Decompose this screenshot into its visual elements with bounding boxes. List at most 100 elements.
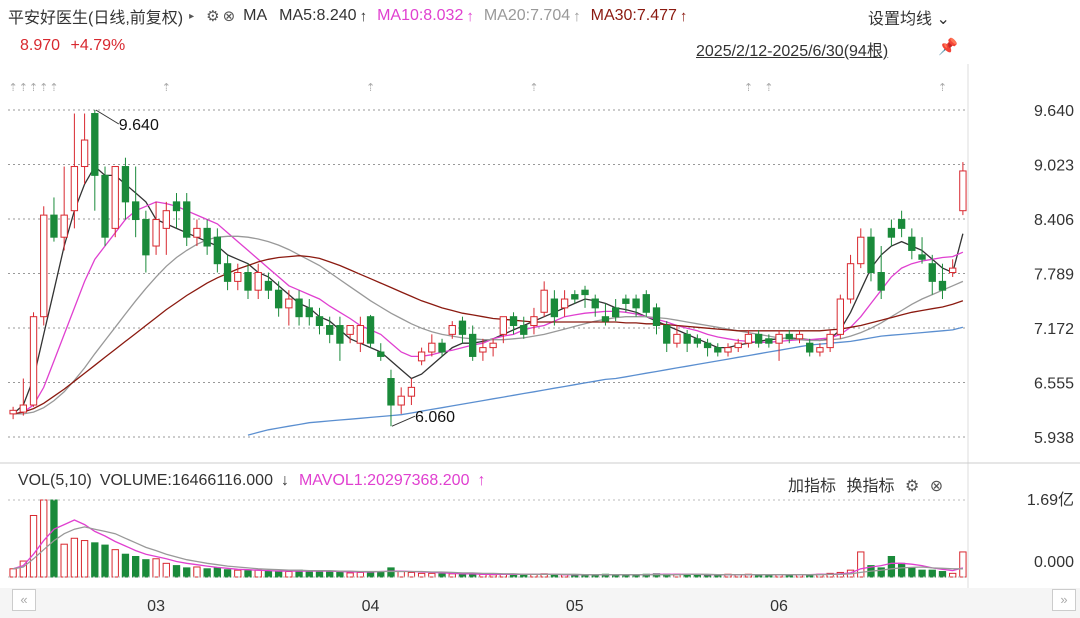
candle[interactable] (642, 290, 650, 317)
candle[interactable] (172, 193, 181, 229)
candle[interactable] (877, 246, 885, 300)
candle[interactable] (591, 294, 599, 317)
candle[interactable] (652, 303, 661, 335)
candle[interactable] (550, 290, 559, 326)
volume-bar[interactable] (101, 544, 109, 578)
volume-bar[interactable] (949, 572, 957, 578)
volume-bar[interactable] (254, 569, 262, 578)
candle[interactable] (91, 110, 99, 211)
candle[interactable] (663, 321, 671, 353)
candle[interactable] (152, 201, 160, 255)
candle[interactable] (234, 263, 242, 291)
ma-close-icon[interactable]: ⊗ (222, 8, 236, 25)
volume-bar[interactable] (111, 549, 119, 578)
volume-bar[interactable] (162, 562, 170, 578)
volume-bar[interactable] (9, 568, 17, 578)
scroll-right-button[interactable]: » (1052, 589, 1076, 611)
pin-icon[interactable]: 📌 (938, 39, 958, 56)
candle[interactable] (264, 272, 273, 300)
candle[interactable] (469, 325, 477, 361)
candle[interactable] (857, 228, 865, 269)
candle[interactable] (581, 285, 589, 308)
volume-bar[interactable] (908, 567, 916, 578)
candle[interactable] (285, 290, 293, 326)
event-marker-icon[interactable]: ⇡ (39, 81, 48, 94)
volume-bar[interactable] (91, 542, 99, 578)
candle[interactable] (489, 338, 497, 357)
candle[interactable] (744, 329, 753, 348)
volume-bar[interactable] (142, 559, 150, 578)
volume-bar[interactable] (193, 566, 201, 578)
event-marker-icon[interactable]: ⇡ (366, 81, 375, 94)
candle[interactable] (765, 334, 773, 348)
candle[interactable] (407, 378, 416, 406)
event-marker-icon[interactable]: ⇡ (162, 81, 171, 94)
volume-close-icon[interactable]: ⊗ (929, 478, 944, 495)
event-marker-icon[interactable]: ⇡ (764, 81, 773, 94)
volume-bar[interactable] (244, 570, 252, 578)
candle[interactable] (826, 329, 834, 353)
volume-bar[interactable] (274, 571, 283, 578)
candle[interactable] (9, 406, 17, 420)
candle[interactable] (703, 338, 712, 357)
candle[interactable] (19, 378, 27, 416)
event-marker-icon[interactable]: ⇡ (29, 81, 38, 94)
candle[interactable] (448, 321, 456, 339)
candle[interactable] (274, 281, 283, 317)
candle[interactable] (50, 197, 58, 242)
candle[interactable] (377, 343, 385, 361)
candle[interactable] (70, 113, 79, 229)
candle[interactable] (846, 254, 855, 304)
candle[interactable] (693, 334, 702, 348)
candle[interactable] (223, 254, 232, 291)
event-marker-icon[interactable]: ⇡ (744, 81, 753, 94)
volume-bar[interactable] (877, 567, 885, 578)
vol-label[interactable]: VOL(5,10) (18, 472, 92, 489)
candle[interactable] (918, 237, 926, 264)
volume-bar[interactable] (152, 558, 160, 578)
candle[interactable] (938, 263, 947, 300)
candle[interactable] (40, 206, 48, 326)
candle[interactable] (60, 166, 68, 251)
candle[interactable] (571, 290, 579, 304)
volume-bar[interactable] (826, 572, 834, 578)
volume-bar[interactable] (70, 537, 79, 578)
volume-bar[interactable] (438, 573, 446, 578)
candle[interactable] (734, 338, 742, 353)
candle[interactable] (366, 314, 375, 348)
volume-bar[interactable] (928, 569, 936, 578)
candle[interactable] (336, 316, 344, 361)
candle[interactable] (326, 316, 334, 344)
volume-bar[interactable] (336, 571, 344, 578)
volume-bar[interactable] (80, 540, 89, 578)
candle[interactable] (785, 329, 793, 344)
event-marker-icon[interactable]: ⇡ (8, 81, 17, 94)
candle[interactable] (417, 347, 426, 366)
ma-gear-icon[interactable]: ⚙ (206, 8, 220, 25)
candle[interactable] (908, 228, 916, 260)
ma-settings-button[interactable]: 设置均线 ⌄ (868, 11, 950, 28)
candle[interactable] (428, 334, 436, 357)
candle[interactable] (101, 166, 109, 247)
volume-bar[interactable] (315, 570, 324, 578)
event-marker-icon[interactable]: ⇡ (529, 81, 538, 94)
stock-title[interactable]: 平安好医生(日线,前复权) (8, 10, 184, 27)
candle[interactable] (754, 329, 763, 348)
candle[interactable] (806, 338, 814, 357)
candle[interactable] (775, 329, 783, 361)
candle[interactable] (193, 219, 201, 247)
volume-bar[interactable] (897, 562, 906, 578)
candle[interactable] (213, 228, 222, 273)
volume-bar[interactable] (918, 569, 926, 578)
candle[interactable] (458, 316, 467, 344)
candle[interactable] (356, 316, 365, 353)
stock-menu-icon[interactable]: ▸ (189, 10, 195, 22)
volume-bar[interactable] (857, 551, 865, 578)
volume-bar[interactable] (417, 572, 426, 578)
volume-bar[interactable] (387, 567, 395, 578)
volume-bar[interactable] (213, 567, 222, 578)
candle[interactable] (928, 254, 936, 295)
candle[interactable] (254, 263, 262, 300)
candle[interactable] (520, 316, 528, 339)
